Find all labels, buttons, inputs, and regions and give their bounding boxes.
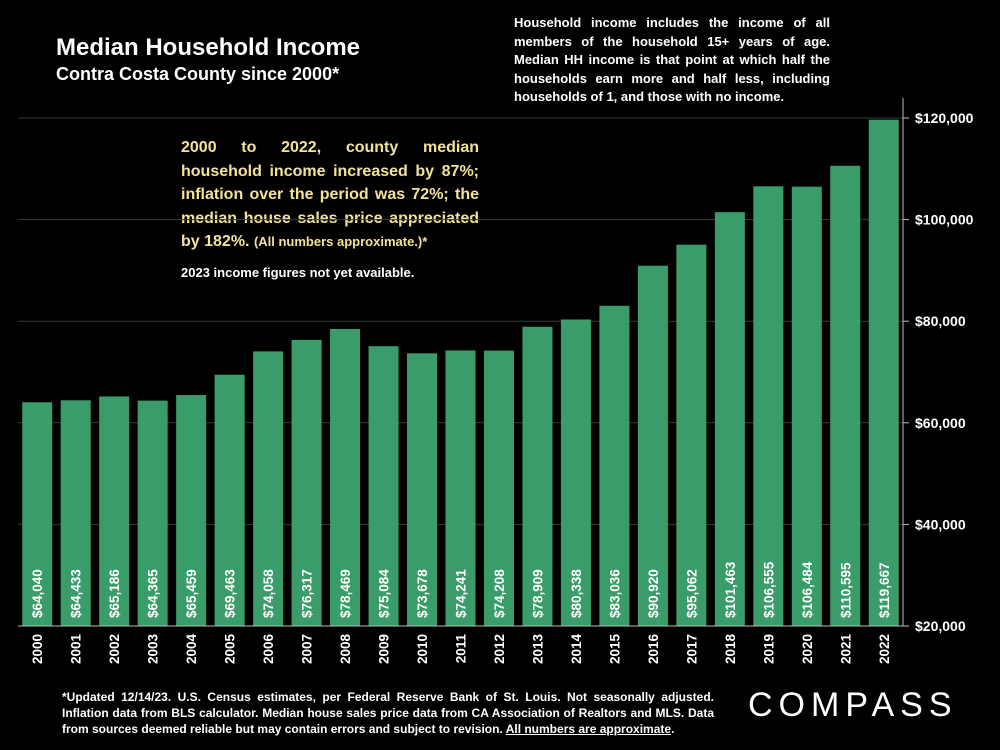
compass-logo: COMPASS [748, 686, 958, 724]
bar [714, 212, 745, 626]
footnote: *Updated 12/14/23. U.S. Census estimates… [62, 689, 714, 737]
bar-value-label: $119,667 [877, 562, 892, 618]
x-tick-label: 2005 [223, 634, 238, 665]
bar-value-label: $83,036 [607, 569, 622, 618]
x-tick-label: 2006 [261, 634, 276, 665]
x-tick-label: 2019 [761, 634, 776, 664]
bar-value-label: $76,317 [300, 569, 315, 618]
bar-value-label: $95,062 [684, 569, 699, 618]
bar [330, 328, 361, 626]
bar [483, 350, 514, 626]
bar [214, 374, 245, 626]
bar-value-label: $74,058 [261, 569, 276, 618]
bar-value-label: $106,484 [800, 561, 815, 618]
x-tick-label: 2007 [300, 634, 315, 664]
bar [599, 305, 630, 626]
x-tick-label: 2001 [69, 634, 84, 665]
bar-value-label: $74,241 [454, 569, 469, 618]
bar [560, 319, 591, 626]
bar [253, 351, 284, 626]
pending-data-note: 2023 income figures not yet available. [181, 265, 415, 280]
bar-value-label: $78,469 [338, 569, 353, 618]
bar [137, 400, 168, 626]
bar-value-label: $101,463 [723, 561, 738, 618]
x-tick-label: 2017 [684, 634, 699, 664]
x-tick-label: 2003 [146, 634, 161, 665]
bar-value-label: $65,186 [107, 569, 122, 618]
footnote-approximate-link: All numbers are approximate [505, 722, 672, 736]
highlight-main-text: 2000 to 2022, county median household in… [181, 139, 479, 250]
bar-value-label: $74,208 [492, 569, 507, 618]
bar [791, 186, 822, 626]
bar-value-label: $64,040 [30, 569, 45, 618]
bar-value-label: $64,365 [146, 569, 161, 618]
chart-subtitle: Contra Costa County since 2000* [56, 64, 340, 84]
bar [637, 265, 668, 626]
bar-value-label: $110,595 [838, 562, 853, 618]
bar [445, 350, 476, 626]
x-tick-label: 2014 [569, 634, 584, 665]
bar-value-label: $75,084 [377, 569, 392, 618]
bar [60, 400, 91, 626]
x-tick-label: 2010 [415, 634, 430, 664]
y-tick-label: $40,000 [915, 516, 966, 532]
bar-value-label: $90,920 [646, 569, 661, 618]
y-tick-label: $60,000 [915, 415, 966, 431]
y-tick-label: $120,000 [915, 110, 974, 126]
bar [676, 244, 707, 626]
x-tick-label: 2002 [107, 634, 122, 664]
bar [522, 326, 553, 626]
x-tick-label: 2011 [454, 634, 469, 664]
x-tick-label: 2015 [607, 634, 622, 665]
highlight-small-text: (All numbers approximate.)* [253, 234, 428, 249]
bar-value-label: $65,459 [184, 569, 199, 618]
bar-value-label: $73,678 [415, 569, 430, 618]
y-tick-label: $100,000 [915, 212, 974, 228]
x-tick-label: 2009 [377, 634, 392, 664]
bar [407, 353, 438, 626]
bar [22, 402, 53, 626]
x-tick-label: 2004 [184, 634, 199, 665]
x-tick-label: 2020 [800, 634, 815, 664]
bar [291, 339, 322, 626]
y-tick-label: $20,000 [915, 618, 966, 634]
bar [868, 119, 899, 626]
bar [753, 186, 784, 626]
bar-value-label: $80,338 [569, 569, 584, 618]
x-tick-label: 2012 [492, 634, 507, 664]
x-tick-label: 2000 [30, 634, 45, 664]
y-tick-label: $80,000 [915, 313, 966, 329]
bar-value-label: $69,463 [223, 569, 238, 618]
bar-value-label: $78,909 [530, 569, 545, 618]
bar [176, 395, 207, 626]
highlight-note: 2000 to 2022, county median household in… [181, 136, 479, 254]
x-tick-label: 2013 [530, 634, 545, 665]
bar-value-label: $106,555 [761, 561, 776, 618]
x-tick-label: 2021 [838, 634, 853, 665]
x-tick-label: 2022 [877, 634, 892, 664]
footnote-text: *Updated 12/14/23. U.S. Census estimates… [62, 690, 714, 736]
bar [99, 396, 130, 626]
footnote-end: . [671, 722, 675, 736]
chart-title: Median Household Income [56, 34, 361, 61]
x-tick-label: 2018 [723, 634, 738, 665]
bar [368, 346, 399, 626]
income-definition-note: Household income includes the income of … [514, 15, 830, 104]
bar-value-label: $64,433 [69, 569, 84, 618]
x-tick-label: 2008 [338, 634, 353, 665]
bar [830, 165, 861, 626]
x-tick-label: 2016 [646, 634, 661, 665]
